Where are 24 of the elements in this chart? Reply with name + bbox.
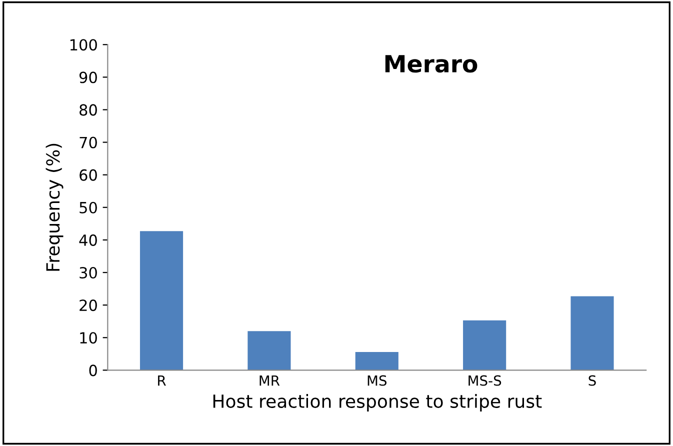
bar <box>463 320 506 370</box>
y-tick-label: 40 <box>79 234 97 246</box>
y-tick-label: 50 <box>80 202 97 214</box>
bar <box>355 352 398 370</box>
x-axis-title: Host reaction response to stripe rust <box>213 394 542 412</box>
y-tick-label: 100 <box>70 39 97 51</box>
x-tick-label: MR <box>260 375 280 386</box>
x-tick-label: R <box>158 375 166 386</box>
y-tick-label: 30 <box>80 266 97 279</box>
y-tick-label: 20 <box>80 300 97 312</box>
y-tick-label: 70 <box>80 136 97 148</box>
y-tick-label: 0 <box>89 364 97 376</box>
bar <box>248 331 291 370</box>
chart-title: Meraro <box>385 55 478 73</box>
y-tick-label: 60 <box>80 169 97 181</box>
bar <box>570 296 614 370</box>
bar <box>140 231 184 370</box>
y-tick-label: 90 <box>79 72 97 84</box>
x-tick-label: MS <box>368 375 387 386</box>
x-tick-label: MS-S <box>468 375 502 386</box>
y-tick-label: 10 <box>80 332 97 344</box>
x-tick-label: S <box>588 375 596 386</box>
y-tick-label: 80 <box>80 104 97 116</box>
y-axis-title: Frequency (%) <box>46 144 64 271</box>
